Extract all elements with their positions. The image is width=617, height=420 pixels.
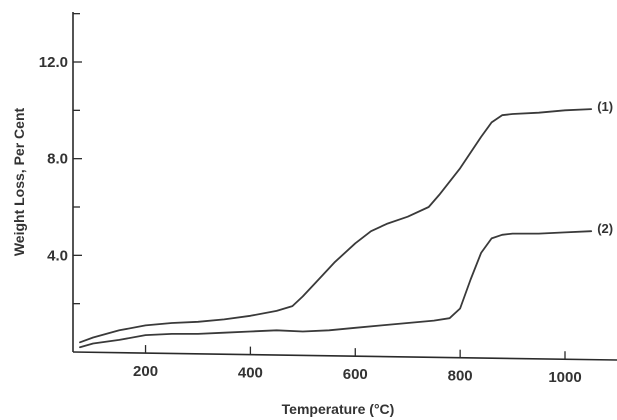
- series-label-1: (1): [597, 99, 613, 114]
- plot-area: 4.0 8.0 12.0 200 400 600 800 1000 (1) (2): [39, 12, 617, 386]
- x-tick-label-2: 600: [343, 366, 368, 383]
- x-axis-line: [72, 351, 617, 361]
- x-axis-label: Temperature (°C): [282, 401, 395, 417]
- series-labels-group: (1) (2): [597, 99, 613, 236]
- y-tick-label-1: 8.0: [47, 151, 68, 168]
- x-tick-label-3: 800: [448, 368, 473, 385]
- x-tick-label-4: 1000: [548, 369, 581, 386]
- x-tick-label-1: 400: [238, 365, 263, 382]
- y-axis-label: Weight Loss, Per Cent: [11, 108, 27, 257]
- y-tick-label-0: 4.0: [47, 247, 68, 264]
- series-label-2: (2): [597, 221, 613, 236]
- y-ticks-group: 4.0 8.0 12.0: [39, 13, 82, 305]
- x-ticks-group: 200 400 600 800 1000: [133, 345, 582, 386]
- y-tick-label-2: 12.0: [39, 54, 68, 71]
- series-line-2: [79, 230, 593, 349]
- series-line-1: [79, 108, 593, 344]
- x-tick-label-0: 200: [133, 363, 158, 380]
- series-group: [79, 108, 593, 349]
